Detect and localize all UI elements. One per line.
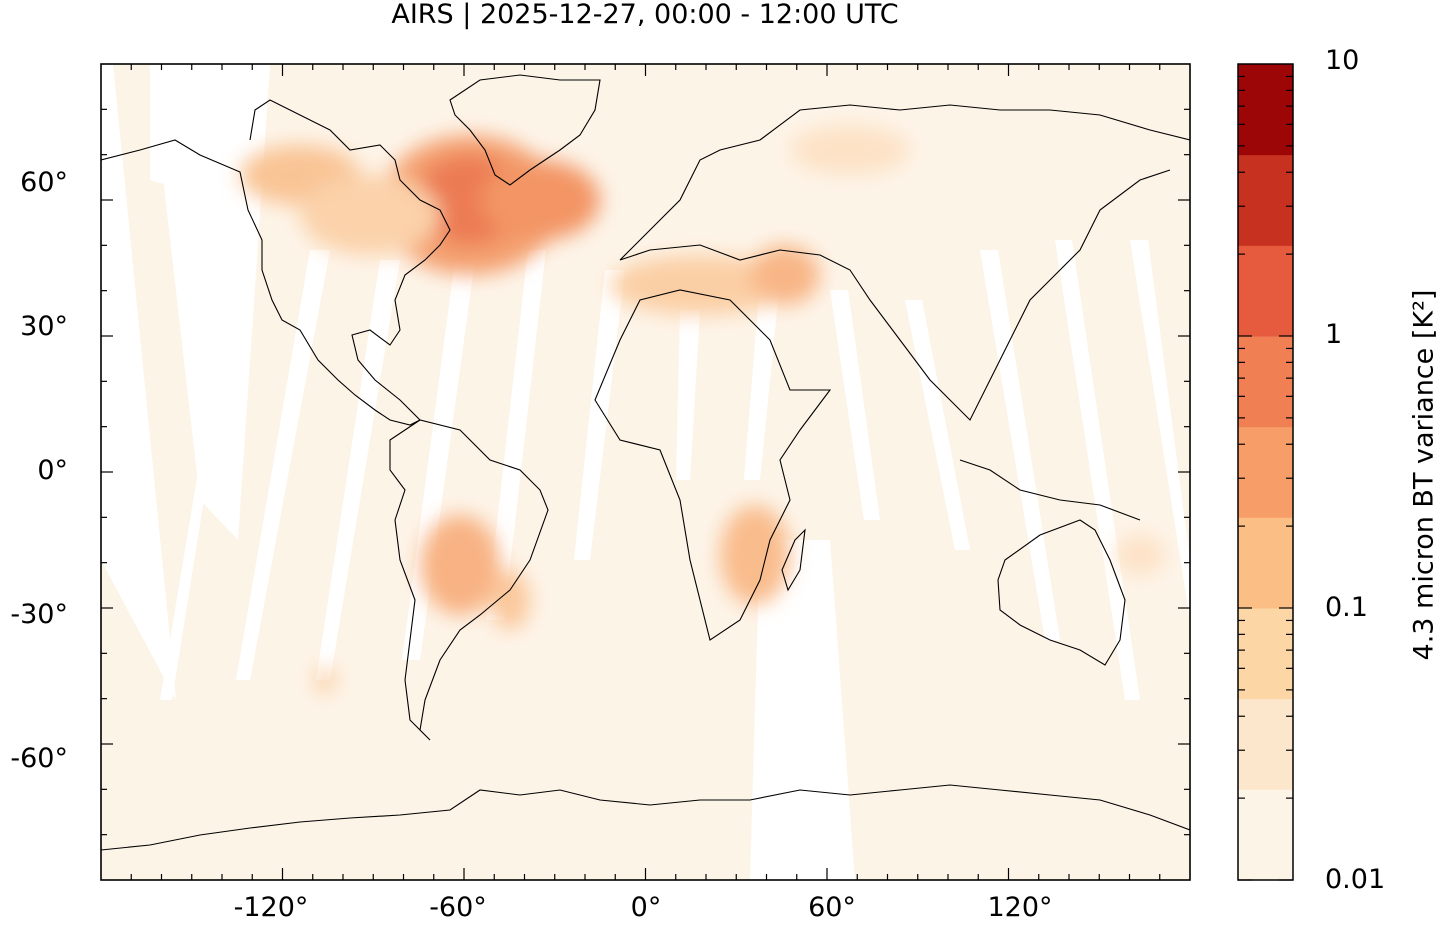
lon-tick-label: 0° [630,892,662,923]
colorbar-tick-label: 0.1 [1325,592,1368,623]
lat-tick-label: 60° [20,167,68,198]
colorbar-tick-label: 1 [1325,319,1343,350]
indonesia-coast [959,459,1141,521]
south-america-coast [389,419,549,741]
colorbar-segment [1238,154,1293,246]
axis-ticks [101,64,1190,880]
coastlines [101,74,1190,851]
madagascar-coast [781,528,806,592]
colorbar-frame [1237,63,1294,881]
north-america-coast [101,99,451,426]
map-area [101,64,1190,880]
lat-tick-label: 30° [20,311,68,342]
colorbar-tick-label: 10 [1325,45,1360,76]
australia-coast [997,519,1126,666]
antarctica-coast [101,784,1190,851]
colorbar-segment [1238,789,1293,881]
colorbar-segment [1238,245,1293,337]
colorbar-tick-label: 0.01 [1325,864,1386,895]
colorbar-label: 4.3 micron BT variance [K²] [1408,289,1440,661]
colorbar-segment [1238,426,1293,518]
variance-field [240,125,1165,694]
colorbar-segment [1238,517,1293,609]
lon-tick-label: 60° [808,892,856,923]
colorbar-ticks [1238,75,1293,881]
colorbar [1237,63,1294,881]
colorbar-segment [1238,64,1293,156]
lon-tick-label: -60° [429,892,487,923]
colorbar-segment [1238,698,1293,790]
eurasia-coast [619,104,1190,421]
map-title: AIRS | 2025-12-27, 00:00 - 12:00 UTC [391,0,899,30]
lat-tick-label: 0° [37,455,68,486]
lon-tick-label: -120° [233,892,309,923]
lon-tick-label: 120° [987,892,1053,923]
lat-tick-label: -60° [10,743,68,774]
africa-europe-coast [594,289,832,641]
colorbar-segment [1238,336,1293,428]
colorbar-segment [1238,608,1293,700]
lat-tick-label: -30° [10,599,68,630]
greenland-coast [449,74,601,186]
